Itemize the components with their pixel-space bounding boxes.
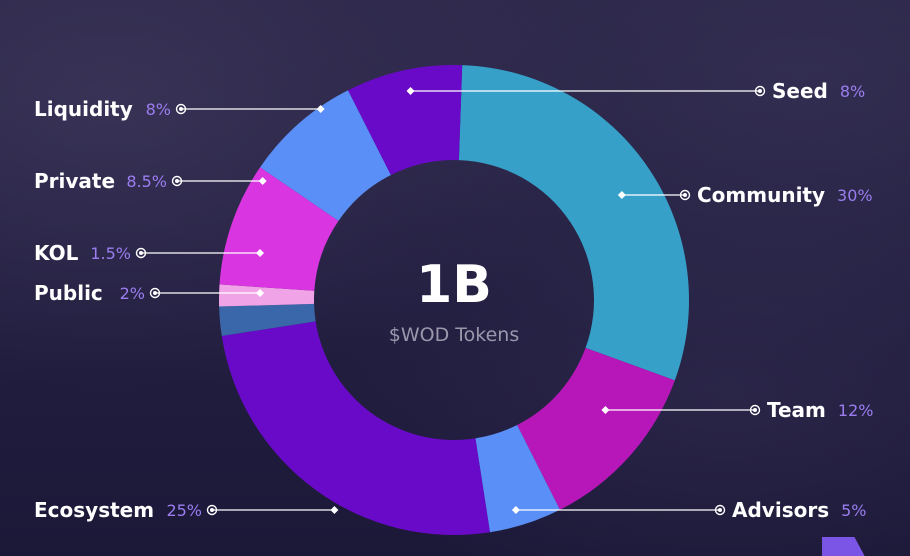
label-name-kol: KOL [34,241,79,265]
label-name-private: Private [34,169,115,193]
label-percent-ecosystem: 25% [166,501,202,520]
donut-slices [219,65,689,535]
connector-dot-liquidity [179,107,183,111]
donut-slice-community [458,65,689,381]
center-total-value: 1B [416,255,492,315]
connector-anchor-seed [406,87,415,95]
label-connectors [135,85,766,516]
connector-end-seed [754,85,766,97]
connector-dot-kol [139,251,143,255]
label-percent-advisors: 5% [841,501,866,520]
donut-slice-advisors [475,424,560,533]
connector-anchor-public [256,289,264,297]
connector-end-ecosystem [206,504,218,516]
donut-slice-ecosystem [221,321,490,535]
connector-dot-public [153,291,157,295]
connector-anchor-community [617,191,626,199]
connector-anchor-private [258,177,267,185]
connector-anchor-liquidity [316,105,325,113]
connector-end-liquidity [175,103,187,115]
label-percent-kol: 1.5% [90,244,131,263]
connector-end-team [749,404,761,416]
connector-end-public [149,287,161,299]
label-percent-liquidity: 8% [146,100,171,119]
connector-anchor-advisors [511,506,520,514]
donut-slice-seed [348,65,463,176]
connector-dot-community [683,193,687,197]
label-percent-community: 30% [837,186,873,205]
connector-end-advisors [714,504,726,516]
connector-dot-seed [758,89,762,93]
donut-slice-team [517,347,675,510]
center-total-label: $WOD Tokens [389,324,519,346]
connector-end-kol [135,247,147,259]
connector-end-private [171,175,183,187]
label-name-seed: Seed [772,79,828,103]
label-name-advisors: Advisors [732,498,829,522]
connector-dot-team [753,408,757,412]
label-name-community: Community [697,183,825,207]
connector-dot-ecosystem [210,508,214,512]
connector-anchor-ecosystem [330,506,339,514]
label-name-liquidity: Liquidity [34,97,133,121]
label-name-ecosystem: Ecosystem [34,498,154,522]
donut-slice-public [219,303,316,336]
connector-dot-private [175,179,179,183]
label-name-team: Team [767,398,826,422]
label-percent-public: 2% [120,284,145,303]
connector-anchor-team [601,406,610,414]
label-name-public: Public [34,281,103,305]
connector-dot-advisors [718,508,722,512]
donut-slice-liquidity [260,90,391,221]
label-percent-seed: 8% [840,82,865,101]
label-percent-team: 12% [838,401,874,420]
donut-slice-private [219,167,339,291]
donut-slice-kol [219,284,315,307]
slice-labels: Community 30% Team 12% Advisors 5% Ecosystem 25… [34,79,873,522]
connector-anchor-kol [256,249,264,257]
connector-end-community [679,189,691,201]
label-percent-private: 8.5% [126,172,167,191]
